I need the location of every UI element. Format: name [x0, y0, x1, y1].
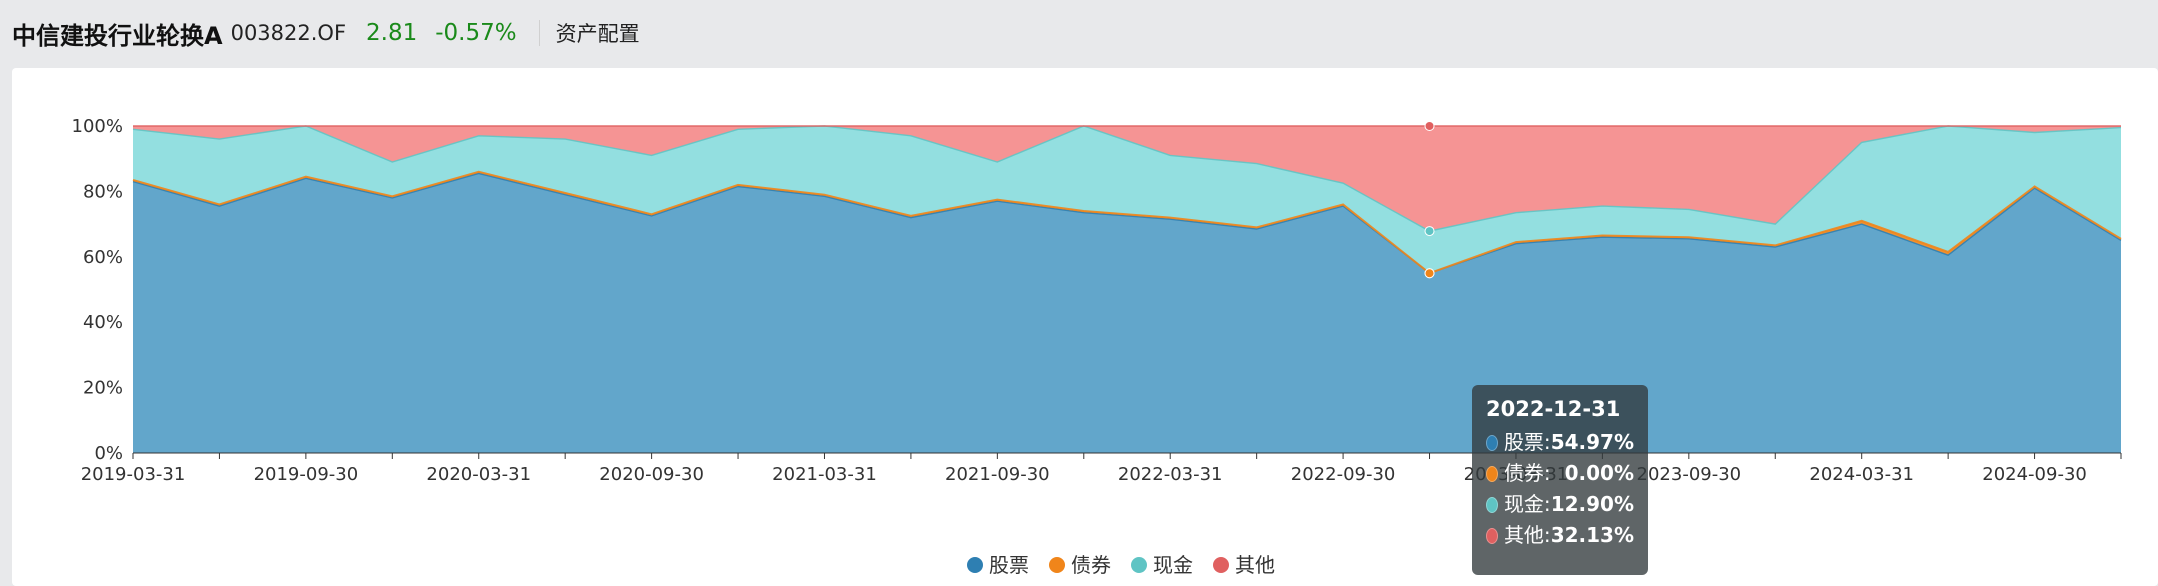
- tooltip-label: 现金:: [1503, 492, 1551, 516]
- x-tick-label: 2023-09-30: [1637, 464, 1742, 485]
- fund-code: 003822.OF: [230, 21, 347, 45]
- tooltip-value: 54.97%: [1550, 430, 1634, 454]
- y-tick-label: 0%: [94, 443, 123, 464]
- tooltip-row-stock: 股票: 54.97%: [1486, 427, 1634, 458]
- y-tick-label: 100%: [72, 116, 123, 137]
- x-tick-label: 2021-09-30: [945, 464, 1050, 485]
- x-tick-label: 2020-09-30: [599, 464, 704, 485]
- fund-header: 中信建投行业轮换A 003822.OF 2.81 -0.57% 资产配置: [0, 0, 2158, 66]
- marker-other: [1424, 121, 1435, 131]
- legend-other-dot-icon: [1213, 557, 1229, 573]
- y-tick-label: 40%: [83, 312, 123, 333]
- x-tick-label: 2020-03-31: [426, 464, 531, 485]
- chart-card: 0% 20% 40% 60% 80% 100% 2019-03-31 2019-09-30 20…: [12, 68, 2158, 586]
- marker-cash: [1424, 226, 1435, 237]
- asset-allocation-chart[interactable]: 0% 20% 40% 60% 80% 100% 2019-03-31 2019-09-30 20…: [12, 68, 2158, 586]
- area-stock: [133, 173, 2121, 453]
- chart-legend[interactable]: 股票 债券 现金 其他: [967, 553, 1275, 577]
- legend-bond-dot-icon: [1049, 557, 1065, 573]
- legend-item-cash[interactable]: 现金: [1131, 553, 1193, 577]
- x-tick-label: 2024-09-30: [1982, 464, 2087, 485]
- line-cash: [132, 125, 2122, 232]
- axis-layer: 0% 20% 40% 60% 80% 100% 2019-03-31 2019-09-30 20…: [72, 116, 2122, 485]
- area-other: [133, 126, 2121, 232]
- x-tick-label: 2019-03-31: [81, 464, 186, 485]
- tooltip-label: 其他:: [1503, 523, 1551, 547]
- marker-bond: [1424, 268, 1435, 279]
- fund-name: 中信建投行业轮换A: [12, 21, 223, 50]
- cash-dot-icon: [1486, 496, 1498, 513]
- tooltip-row-cash: 现金: 12.90%: [1486, 489, 1634, 520]
- fund-change: -0.57%: [435, 20, 517, 46]
- tooltip-row-bond: 债券: 0.00%: [1486, 458, 1634, 489]
- fund-nav: 2.81: [366, 20, 418, 46]
- x-tick-label: 2019-09-30: [254, 464, 359, 485]
- x-tick-label: 2021-03-31: [772, 464, 877, 485]
- x-tick-label: 2022-09-30: [1291, 464, 1396, 485]
- area-layer: [132, 125, 2122, 453]
- x-tick-label: 2024-03-31: [1809, 464, 1914, 485]
- tooltip-date: 2022-12-31: [1486, 397, 1621, 421]
- tooltip-value: 0.00%: [1550, 461, 1634, 485]
- tooltip-value: 12.90%: [1550, 492, 1634, 516]
- stock-dot-icon: [1486, 434, 1498, 451]
- legend-label: 其他: [1235, 553, 1275, 577]
- other-dot-icon: [1486, 527, 1498, 544]
- line-bond: [132, 170, 2122, 275]
- legend-label: 股票: [989, 553, 1029, 577]
- bond-dot-icon: [1486, 465, 1498, 482]
- chart-tooltip: 2022-12-31 股票: 54.97% 债券: 0.00% 现金: 12.9…: [1472, 385, 1648, 575]
- y-tick-label: 20%: [83, 378, 123, 399]
- tooltip-label: 债券:: [1503, 461, 1551, 485]
- y-tick-label: 60%: [83, 247, 123, 268]
- legend-item-bond[interactable]: 债券: [1049, 553, 1111, 577]
- legend-item-other[interactable]: 其他: [1213, 553, 1275, 577]
- area-cash: [133, 126, 2121, 274]
- tooltip-row-other: 其他: 32.13%: [1486, 520, 1634, 551]
- legend-stock-dot-icon: [967, 557, 983, 573]
- y-tick-label: 80%: [83, 181, 123, 202]
- line-stock: [132, 172, 2122, 274]
- tooltip-value: 32.13%: [1550, 523, 1634, 547]
- legend-label: 现金: [1153, 553, 1193, 577]
- x-tick-label: 2022-03-31: [1118, 464, 1223, 485]
- legend-item-stock[interactable]: 股票: [967, 553, 1029, 577]
- header-divider: [538, 20, 540, 46]
- legend-cash-dot-icon: [1131, 557, 1147, 573]
- legend-label: 债券: [1071, 553, 1111, 577]
- tooltip-label: 股票:: [1503, 430, 1551, 454]
- section-tab-asset-allocation[interactable]: 资产配置: [555, 22, 640, 46]
- marker-layer: [1424, 121, 1435, 279]
